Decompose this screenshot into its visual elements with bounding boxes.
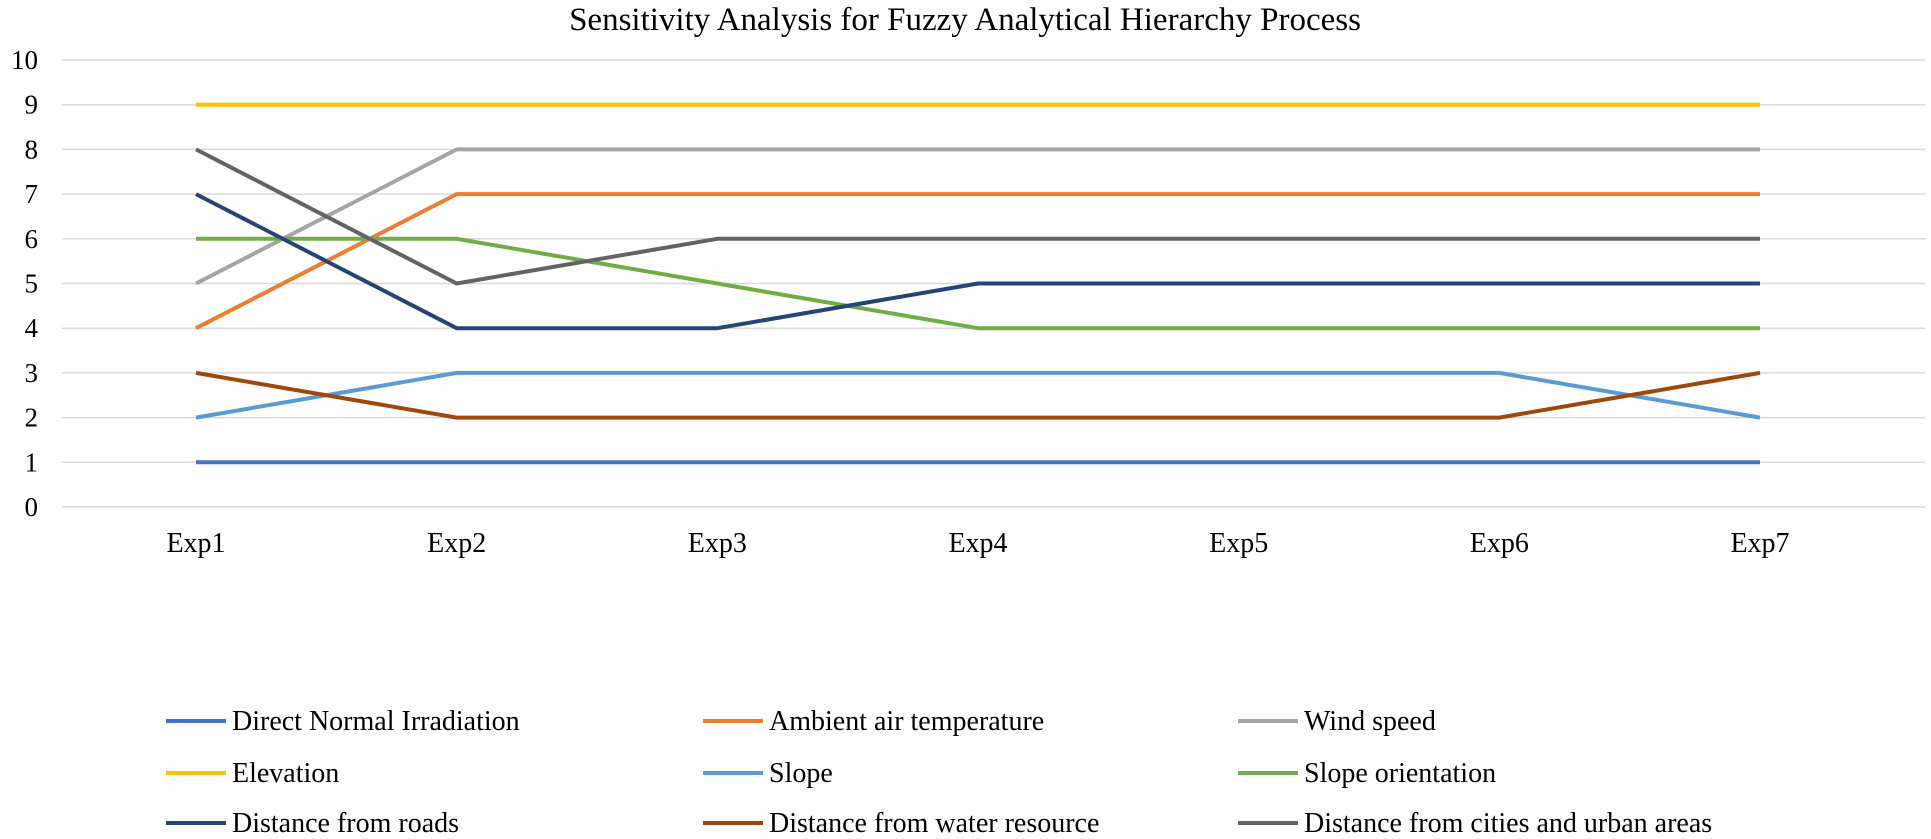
- series-line-5: [195, 370, 1761, 420]
- x-tick-label: Exp3: [688, 528, 747, 559]
- y-axis-ticks: 0 1 2 3 4 5 6 7 8 9 10: [11, 45, 39, 522]
- legend-item: Slope: [703, 758, 833, 789]
- legend-item: Ambient air temperature: [703, 706, 1044, 737]
- y-tick-label: 3: [25, 358, 39, 388]
- series-lines: [195, 102, 1761, 465]
- legend: Direct Normal Irradiation Ambient air tem…: [166, 706, 1712, 839]
- series-line-9: [195, 147, 1760, 286]
- y-tick-label: 0: [25, 492, 39, 522]
- y-tick-label: 8: [25, 134, 39, 164]
- legend-label: Slope orientation: [1304, 758, 1496, 789]
- series-line-8: [195, 370, 1761, 420]
- y-tick-label: 9: [25, 90, 39, 120]
- legend-label: Distance from roads: [232, 808, 459, 839]
- x-tick-label: Exp2: [427, 528, 486, 559]
- x-tick-label: Exp4: [948, 528, 1007, 559]
- series-line-3: [195, 147, 1760, 286]
- legend-label: Ambient air temperature: [769, 706, 1044, 737]
- series-line-6: [196, 236, 1760, 331]
- legend-label: Wind speed: [1304, 706, 1436, 737]
- legend-item: Wind speed: [1238, 706, 1436, 737]
- legend-item: Distance from cities and urban areas: [1238, 808, 1712, 839]
- x-axis-ticks: Exp1 Exp2 Exp3 Exp4 Exp5 Exp6 Exp7: [166, 528, 1789, 559]
- y-tick-label: 2: [25, 403, 39, 433]
- x-tick-label: Exp7: [1730, 528, 1789, 559]
- y-tick-label: 6: [25, 224, 39, 254]
- legend-item: Distance from roads: [166, 808, 459, 839]
- legend-item: Direct Normal Irradiation: [166, 706, 520, 737]
- legend-label: Distance from water resource: [769, 808, 1099, 839]
- chart-title: Sensitivity Analysis for Fuzzy Analytica…: [569, 2, 1361, 38]
- legend-label: Direct Normal Irradiation: [232, 706, 520, 737]
- legend-label: Slope: [769, 758, 833, 789]
- series-line-7: [195, 192, 1760, 331]
- legend-label: Distance from cities and urban areas: [1304, 808, 1712, 839]
- legend-item: Slope orientation: [1238, 758, 1496, 789]
- y-tick-label: 1: [25, 447, 39, 477]
- legend-item: Elevation: [166, 758, 339, 789]
- y-tick-label: 10: [11, 45, 38, 75]
- series-line-2: [195, 192, 1760, 330]
- x-tick-label: Exp5: [1209, 528, 1268, 559]
- legend-item: Distance from water resource: [703, 808, 1099, 839]
- x-tick-label: Exp1: [166, 528, 225, 559]
- legend-label: Elevation: [232, 758, 339, 789]
- y-tick-label: 5: [25, 269, 39, 299]
- y-tick-label: 4: [25, 313, 39, 343]
- x-tick-label: Exp6: [1470, 528, 1529, 559]
- y-tick-label: 7: [25, 179, 39, 209]
